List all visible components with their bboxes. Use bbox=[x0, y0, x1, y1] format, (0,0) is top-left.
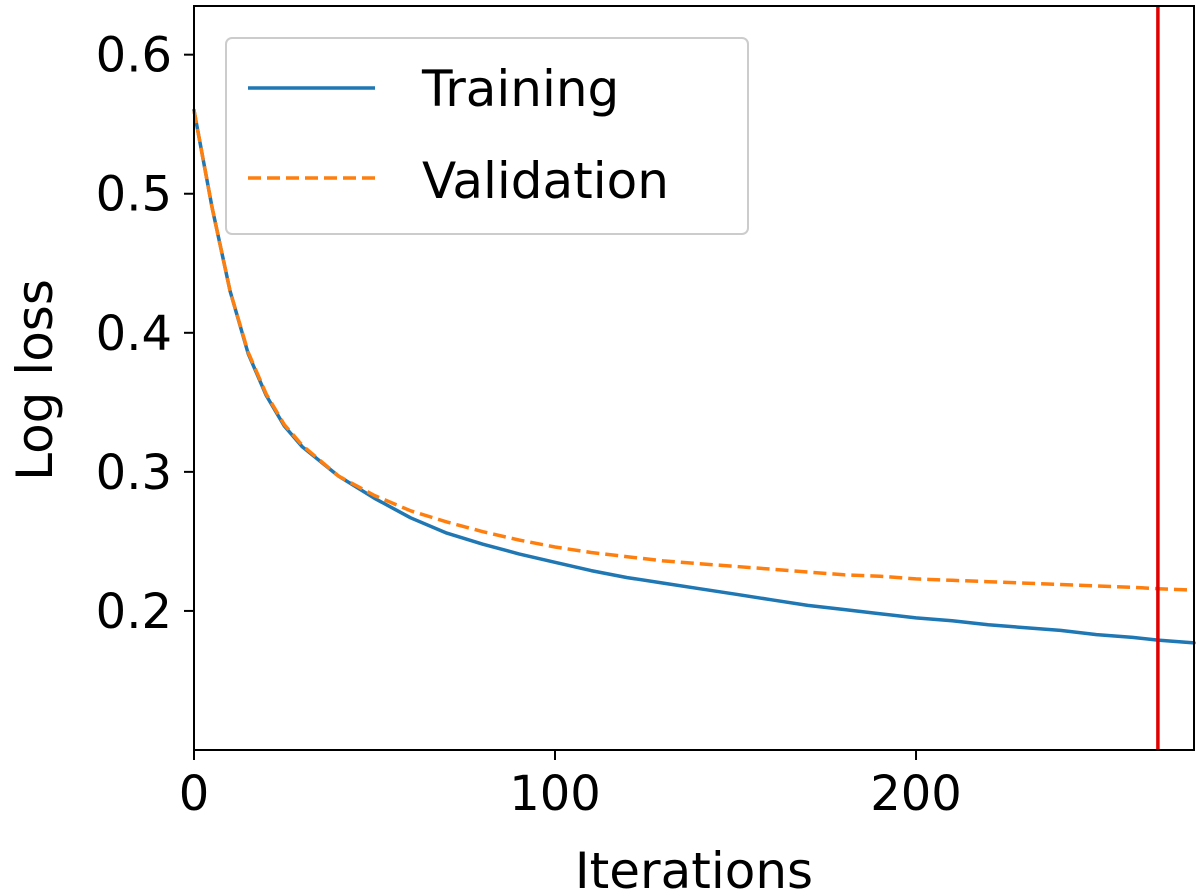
y-tick-label: 0.5 bbox=[96, 167, 172, 223]
x-tick-label: 100 bbox=[509, 766, 601, 822]
y-axis-ticks: 0.2 0.3 0.4 0.5 0.6 bbox=[96, 28, 194, 640]
x-axis-ticks: 0 100 200 bbox=[179, 750, 962, 822]
legend-label-training: Training bbox=[421, 60, 619, 118]
legend-label-validation: Validation bbox=[422, 152, 669, 210]
y-tick-label: 0.4 bbox=[96, 306, 172, 362]
x-axis-label: Iterations bbox=[575, 842, 813, 895]
y-tick-label: 0.6 bbox=[96, 28, 172, 84]
x-tick-label: 0 bbox=[179, 766, 210, 822]
x-tick-label: 200 bbox=[870, 766, 962, 822]
y-tick-label: 0.2 bbox=[96, 584, 172, 640]
legend: Training Validation bbox=[225, 37, 749, 235]
y-tick-label: 0.3 bbox=[96, 445, 172, 501]
y-axis-label: Log loss bbox=[6, 279, 64, 481]
series-line-validation bbox=[192, 109, 1195, 592]
plot-frame bbox=[193, 5, 1195, 751]
series-layer bbox=[192, 108, 1196, 645]
